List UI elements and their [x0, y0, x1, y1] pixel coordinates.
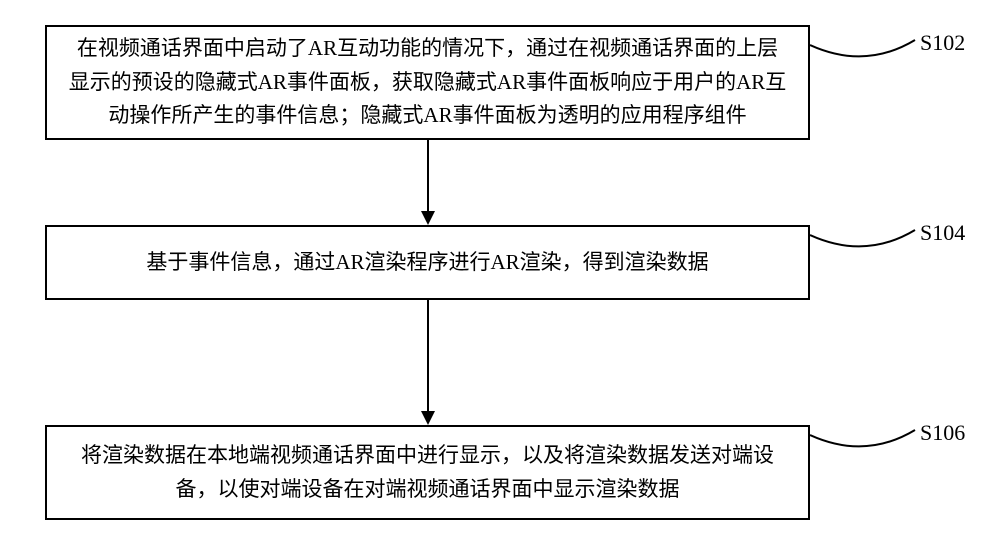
arrow-1-line	[427, 140, 429, 212]
connector-3	[810, 420, 920, 460]
step-box-2: 基于事件信息，通过AR渲染程序进行AR渲染，得到渲染数据	[45, 225, 810, 300]
step-text-2: 基于事件信息，通过AR渲染程序进行AR渲染，得到渲染数据	[146, 246, 708, 280]
arrow-2-head	[421, 411, 435, 425]
step-label-s102: S102	[920, 30, 965, 56]
arrow-2-line	[427, 300, 429, 412]
step-box-1: 在视频通话界面中启动了AR互动功能的情况下，通过在视频通话界面的上层显示的预设的…	[45, 25, 810, 140]
flowchart-canvas: 在视频通话界面中启动了AR互动功能的情况下，通过在视频通话界面的上层显示的预设的…	[0, 0, 1000, 560]
connector-2	[810, 220, 920, 260]
arrow-1-head	[421, 211, 435, 225]
step-label-s106: S106	[920, 420, 965, 446]
step-label-s104: S104	[920, 220, 965, 246]
step-text-1: 在视频通话界面中启动了AR互动功能的情况下，通过在视频通话界面的上层显示的预设的…	[67, 32, 788, 133]
step-text-3: 将渲染数据在本地端视频通话界面中进行显示，以及将渲染数据发送对端设备，以使对端设…	[67, 439, 788, 506]
step-box-3: 将渲染数据在本地端视频通话界面中进行显示，以及将渲染数据发送对端设备，以使对端设…	[45, 425, 810, 520]
connector-1	[810, 30, 920, 70]
